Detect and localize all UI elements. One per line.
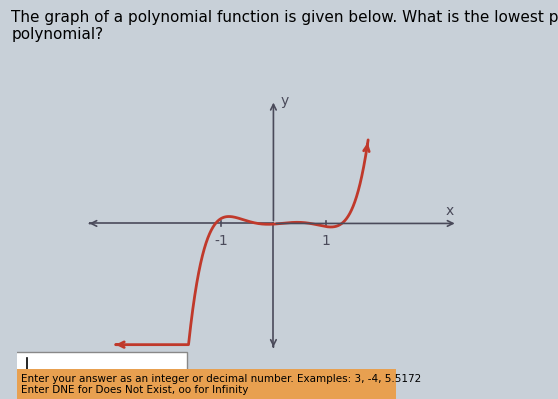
Text: Enter your answer as an integer or decimal number. Examples: 3, -4, 5.5172
Enter: Enter your answer as an integer or decim… — [21, 373, 421, 395]
Text: x: x — [445, 203, 454, 217]
Text: y: y — [281, 94, 289, 108]
Text: The graph of a polynomial function is given below. What is the lowest possible d: The graph of a polynomial function is gi… — [11, 10, 558, 42]
Text: -1: -1 — [214, 234, 228, 248]
Text: 1: 1 — [321, 234, 330, 248]
FancyBboxPatch shape — [13, 352, 186, 382]
